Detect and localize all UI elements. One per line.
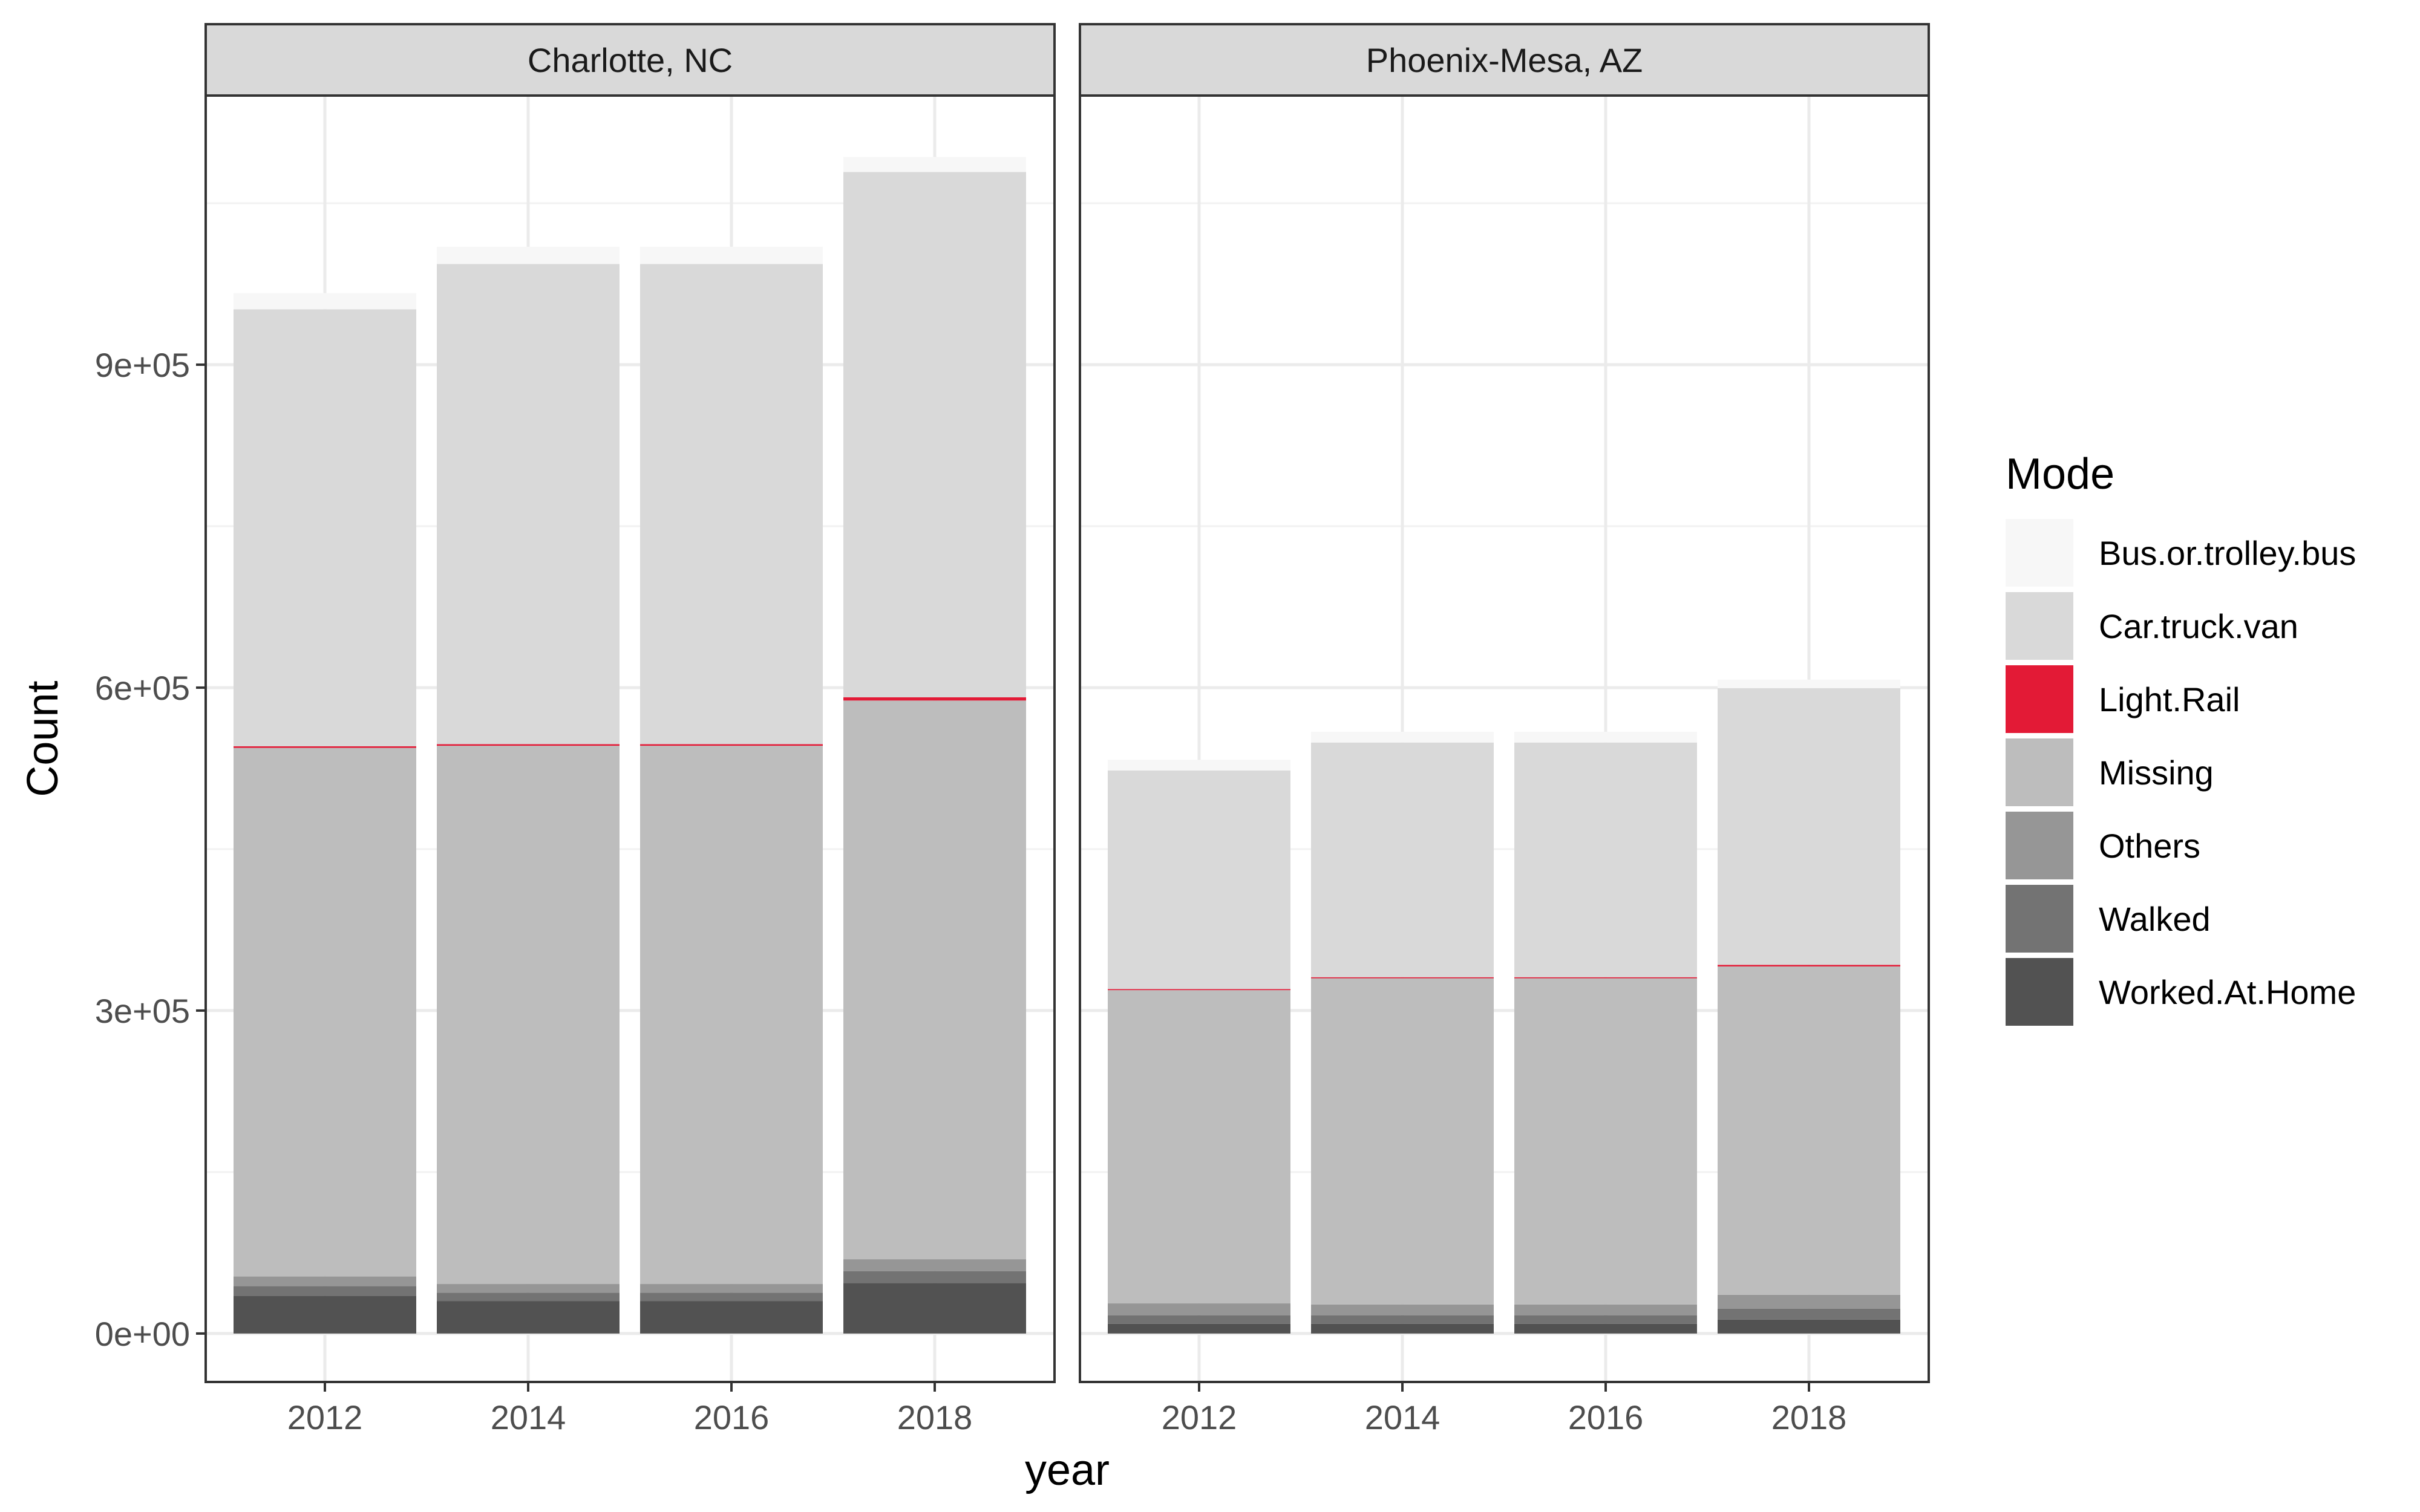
facet-strip	[204, 23, 1056, 97]
x-tick-label: 2014	[1365, 1398, 1441, 1436]
bar-walked-2014	[437, 1292, 620, 1302]
bar-missing-2014	[1311, 978, 1494, 1305]
bar-missing-2012	[1108, 990, 1290, 1304]
legend-label: Others	[2099, 827, 2200, 865]
legend-title: Mode	[2006, 450, 2114, 498]
legend-key-missing	[2006, 738, 2073, 806]
legend-key-light-rail	[2006, 665, 2073, 733]
bar-light-rail-2012	[234, 746, 416, 748]
x-tick-label: 2018	[1771, 1398, 1847, 1436]
legend: Mode Bus.or.trolley.bus Car.truck.van Ligh…	[2006, 450, 2356, 1026]
y-axis: 0e+00 3e+05 6e+05 9e+05	[95, 346, 206, 1353]
x-tick-label: 2014	[491, 1398, 566, 1436]
bar-worked-at-home-2012	[234, 1295, 416, 1334]
bar-walked-2012	[234, 1286, 416, 1296]
x-tick-label: 2012	[1162, 1398, 1237, 1436]
bar-others-2014	[437, 1284, 620, 1293]
bar-worked-at-home-2016	[1514, 1323, 1697, 1334]
bar-light-rail-2016	[640, 744, 823, 746]
bar-bus-or-trolley-bus-2014	[1311, 731, 1494, 743]
bar-bus-or-trolley-bus-2018	[843, 157, 1026, 172]
x-axis: 2012 2014 2016 2018 2012 2014 2016 2018	[287, 1382, 1847, 1436]
legend-key-others	[2006, 812, 2073, 879]
bar-walked-2012	[1108, 1315, 1290, 1324]
bar-missing-2016	[1514, 978, 1697, 1305]
bar-walked-2014	[1311, 1315, 1494, 1324]
legend-label: Car.truck.van	[2099, 607, 2298, 645]
bar-light-rail-2014	[437, 744, 620, 746]
bar-car-truck-van-2016	[640, 264, 823, 745]
legend-label: Walked	[2099, 900, 2211, 938]
legend-key-walked	[2006, 885, 2073, 953]
bar-worked-at-home-2014	[1311, 1323, 1494, 1334]
x-tick-label: 2012	[287, 1398, 363, 1436]
bar-walked-2018	[1718, 1308, 1900, 1320]
legend-key-bus-or-trolley-bus	[2006, 519, 2073, 587]
y-axis-title: Count	[19, 680, 67, 797]
bars	[234, 157, 1026, 1334]
bar-walked-2016	[1514, 1315, 1697, 1324]
bar-others-2012	[234, 1276, 416, 1286]
panel-border	[204, 94, 1056, 1383]
bar-worked-at-home-2016	[640, 1301, 823, 1334]
bar-bus-or-trolley-bus-2012	[1108, 760, 1290, 771]
y-tick-label: 6e+05	[95, 669, 190, 707]
bar-bus-or-trolley-bus-2016	[640, 247, 823, 264]
legend-label: Light.Rail	[2099, 680, 2240, 719]
bar-bus-or-trolley-bus-2016	[1514, 731, 1697, 743]
bar-light-rail-2018	[843, 697, 1026, 701]
legend-label: Worked.At.Home	[2099, 973, 2356, 1011]
bar-car-truck-van-2018	[843, 172, 1026, 697]
y-tick-label: 9e+05	[95, 346, 190, 384]
bars	[1108, 679, 1900, 1334]
bar-missing-2012	[234, 748, 416, 1277]
bar-worked-at-home-2012	[1108, 1323, 1290, 1334]
x-tick-label: 2016	[1568, 1398, 1644, 1436]
facet-title: Phoenix-Mesa, AZ	[1366, 41, 1643, 79]
bar-walked-2018	[843, 1271, 1026, 1283]
bar-others-2016	[1514, 1304, 1697, 1315]
bar-car-truck-van-2014	[1311, 742, 1494, 977]
legend-label: Missing	[2099, 754, 2214, 792]
bar-others-2018	[843, 1259, 1026, 1271]
bar-worked-at-home-2018	[1718, 1319, 1900, 1334]
bar-walked-2016	[640, 1292, 823, 1302]
bar-light-rail-2016	[1514, 977, 1697, 979]
bar-light-rail-2012	[1108, 989, 1290, 991]
facet-charlotte: Charlotte, NC	[204, 23, 1056, 1383]
bar-car-truck-van-2014	[437, 264, 620, 745]
y-tick-label: 0e+00	[95, 1315, 190, 1353]
bar-missing-2014	[437, 746, 620, 1285]
bar-light-rail-2014	[1311, 977, 1494, 979]
bar-bus-or-trolley-bus-2012	[234, 293, 416, 310]
bar-others-2016	[640, 1284, 823, 1293]
bar-car-truck-van-2018	[1718, 688, 1900, 965]
legend-key-worked-at-home	[2006, 958, 2073, 1026]
bar-car-truck-van-2016	[1514, 742, 1697, 977]
bar-missing-2018	[843, 700, 1026, 1260]
legend-key-car-truck-van	[2006, 592, 2073, 660]
bar-light-rail-2018	[1718, 965, 1900, 966]
panel-border	[1079, 94, 1930, 1383]
bar-worked-at-home-2018	[843, 1283, 1026, 1334]
bar-missing-2016	[640, 746, 823, 1285]
bar-car-truck-van-2012	[234, 309, 416, 746]
x-tick-label: 2018	[897, 1398, 973, 1436]
bar-bus-or-trolley-bus-2018	[1718, 679, 1900, 688]
facet-title: Charlotte, NC	[528, 41, 733, 79]
bar-others-2018	[1718, 1294, 1900, 1309]
bar-car-truck-van-2012	[1108, 771, 1290, 989]
bar-others-2014	[1311, 1304, 1494, 1315]
bar-missing-2018	[1718, 966, 1900, 1295]
facet-phoenix: Phoenix-Mesa, AZ	[1079, 23, 1930, 1383]
bar-bus-or-trolley-bus-2014	[437, 247, 620, 264]
x-tick-label: 2016	[694, 1398, 770, 1436]
x-axis-title: year	[1025, 1446, 1110, 1494]
bar-others-2012	[1108, 1303, 1290, 1315]
bar-worked-at-home-2014	[437, 1301, 620, 1334]
legend-label: Bus.or.trolley.bus	[2099, 534, 2356, 572]
y-tick-label: 3e+05	[95, 992, 190, 1030]
